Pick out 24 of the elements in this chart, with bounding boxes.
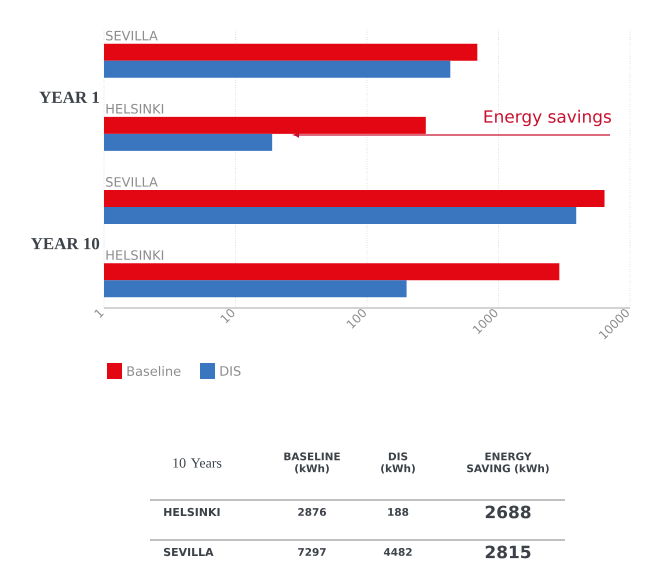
x-tick-label: 100: [346, 309, 366, 329]
annotation: Energy savings: [484, 110, 611, 126]
text: 10 Years: [173, 458, 222, 468]
y-tick-label: HELSINKI: [106, 104, 164, 114]
x-tick-label: 1: [94, 310, 104, 318]
text: 2815: [486, 546, 530, 558]
text: 2688: [486, 506, 531, 518]
text: DIS (kWh): [381, 452, 415, 474]
text: 7297: [298, 548, 326, 556]
text: 4482: [384, 548, 412, 556]
y-tick-label: SEVILLA: [106, 30, 158, 41]
y-tick-label: SEVILLA: [106, 177, 158, 187]
text: 188: [388, 508, 408, 516]
text: YEAR 10: [30, 238, 100, 250]
text: ENERGY SAVING (kWh): [467, 452, 549, 474]
text: YEAR 1: [39, 92, 99, 103]
x-tick-label: 10: [220, 309, 234, 324]
legend-label: DIS: [220, 366, 240, 376]
text: SEVILLA: [164, 548, 214, 556]
text: BASELINE (kWh): [284, 452, 340, 474]
legend-label: Baseline: [127, 366, 180, 376]
y-tick-label: HELSINKI: [106, 250, 164, 260]
text: 2876: [298, 508, 326, 516]
text: HELSINKI: [164, 508, 220, 516]
